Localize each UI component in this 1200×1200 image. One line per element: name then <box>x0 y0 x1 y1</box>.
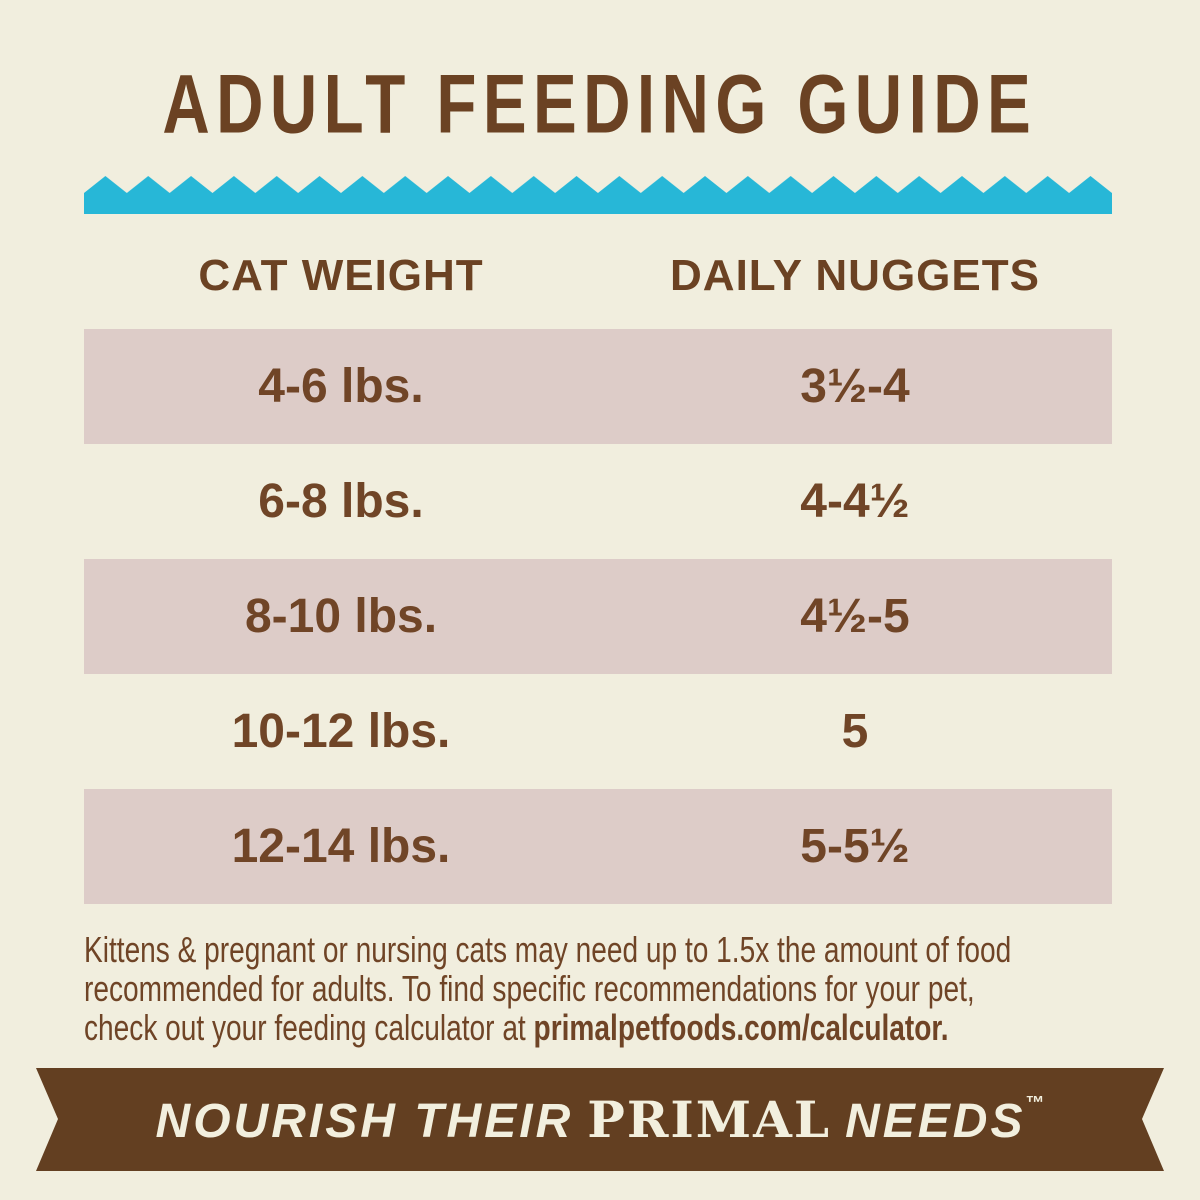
nuggets-cell: 4-4½ <box>800 475 910 528</box>
tagline-part-primal: PRIMAL <box>587 1089 832 1149</box>
table-row: 10-12 lbs. 5 <box>84 674 1112 789</box>
nuggets-cell: 4½-5 <box>800 590 910 643</box>
table-row: 12-14 lbs. 5-5½ <box>84 789 1112 904</box>
tagline-part-needs: NEEDS <box>845 1094 1026 1148</box>
page-title: ADULT FEEDING GUIDE <box>162 58 1038 151</box>
nuggets-cell: 3½-4 <box>800 360 910 413</box>
footnote-line: recommended for adults. To find specific… <box>84 968 975 1009</box>
ribbon-banner: NOURISH THEIR PRIMAL NEEDS™ <box>36 1068 1164 1171</box>
ribbon-tagline: NOURISH THEIR PRIMAL NEEDS™ <box>156 1094 1045 1146</box>
page-title-wrap: ADULT FEEDING GUIDE <box>0 58 1200 171</box>
footnote-line: Kittens & pregnant or nursing cats may n… <box>84 929 1012 970</box>
zigzag-divider-icon <box>84 176 1112 214</box>
trademark-symbol: ™ <box>1025 1092 1045 1114</box>
tagline-part-nourish: NOURISH THEIR <box>155 1094 574 1148</box>
header-daily-nuggets: DAILY NUGGETS <box>670 251 1040 300</box>
header-cat-weight: CAT WEIGHT <box>198 251 484 300</box>
footnote-text: Kittens & pregnant or nursing cats may n… <box>84 930 1114 1047</box>
calculator-url: primalpetfoods.com/calculator. <box>533 1007 949 1048</box>
weight-cell: 6-8 lbs. <box>258 475 424 528</box>
table-row: 4-6 lbs. 3½-4 <box>84 329 1112 444</box>
table-row: 6-8 lbs. 4-4½ <box>84 444 1112 559</box>
weight-cell: 4-6 lbs. <box>258 360 424 413</box>
nuggets-cell: 5-5½ <box>800 820 910 873</box>
table-header-row: CAT WEIGHT DAILY NUGGETS <box>84 252 1112 300</box>
table-row: 8-10 lbs. 4½-5 <box>84 559 1112 674</box>
footnote-line-prefix: check out your feeding calculator at <box>84 1007 534 1048</box>
feeding-table: 4-6 lbs. 3½-4 6-8 lbs. 4-4½ 8-10 lbs. 4½… <box>84 329 1112 904</box>
nuggets-cell: 5 <box>841 705 869 758</box>
footnote-line: check out your feeding calculator at pri… <box>84 1008 1114 1047</box>
weight-cell: 12-14 lbs. <box>231 820 451 873</box>
weight-cell: 8-10 lbs. <box>244 590 438 643</box>
weight-cell: 10-12 lbs. <box>231 705 451 758</box>
